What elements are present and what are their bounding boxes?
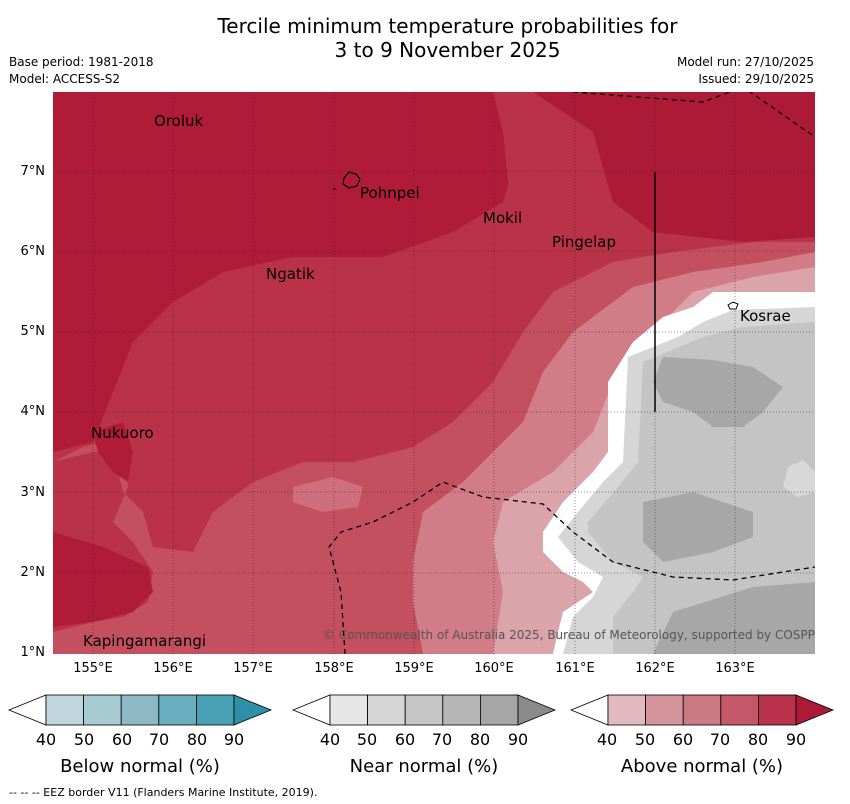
map-title: Tercile minimum temperature probabilitie… bbox=[0, 14, 850, 62]
region-near-80-a bbox=[653, 357, 783, 427]
tick-below: 40 bbox=[35, 730, 57, 749]
tick-below: 70 bbox=[148, 730, 170, 749]
colorbar-segment bbox=[479, 694, 519, 726]
pohnpei-islet bbox=[332, 187, 337, 191]
probability-map bbox=[53, 92, 815, 654]
graticule bbox=[53, 92, 815, 654]
place-kosrae: Kosrae bbox=[740, 307, 791, 325]
tick-above: 90 bbox=[785, 730, 807, 749]
above-normal-label: Above normal (%) bbox=[620, 756, 784, 777]
region-above-60-blob bbox=[293, 477, 363, 512]
place-nukuoro: Nukuoro bbox=[91, 424, 154, 442]
lat-label: 6°N bbox=[20, 244, 46, 259]
lon-label: 162°E bbox=[635, 661, 675, 676]
eez-border bbox=[328, 92, 815, 654]
colorbar-segment bbox=[45, 694, 84, 726]
colorbar-near bbox=[291, 694, 557, 726]
tick-below: 50 bbox=[73, 730, 95, 749]
eez-footnote: -- -- -- EEZ border V11 (Flanders Marine… bbox=[9, 786, 318, 799]
lat-label: 2°N bbox=[20, 565, 46, 580]
map-area: Oroluk Pohnpei Mokil Pingelap Ngatik Kos… bbox=[53, 92, 815, 654]
colorbar-segment bbox=[607, 694, 646, 726]
tick-above: 80 bbox=[747, 730, 769, 749]
pohnpei-island bbox=[342, 171, 361, 189]
near-normal-label: Near normal (%) bbox=[349, 756, 499, 777]
tick-above: 60 bbox=[672, 730, 694, 749]
region-above-90-ne bbox=[533, 92, 815, 242]
place-pohnpei: Pohnpei bbox=[360, 184, 420, 202]
title-line-1: Tercile minimum temperature probabilitie… bbox=[217, 14, 678, 38]
model-name: Model: ACCESS-S2 bbox=[9, 72, 121, 86]
region-near-60-spot bbox=[783, 460, 815, 497]
colorbar-segment bbox=[645, 694, 684, 726]
lon-label: 161°E bbox=[555, 661, 595, 676]
region-above-90-nukuoro bbox=[93, 422, 133, 482]
lon-label: 163°E bbox=[715, 661, 755, 676]
tick-above: 40 bbox=[596, 730, 618, 749]
colorbar-segment bbox=[329, 694, 368, 726]
colorbar-segment bbox=[720, 694, 759, 726]
colorbar-segment bbox=[404, 694, 444, 726]
colorbar-segment bbox=[83, 694, 122, 726]
tick-near: 80 bbox=[469, 730, 491, 749]
meta-left: Base period: 1981-2018 Model: ACCESS-S2 bbox=[9, 54, 154, 88]
lat-label: 1°N bbox=[20, 645, 46, 660]
colorbar-min-arrow bbox=[569, 694, 609, 726]
lon-label: 155°E bbox=[73, 661, 113, 676]
lon-label: 160°E bbox=[474, 661, 514, 676]
region-above-90-sw bbox=[53, 532, 153, 627]
colorbar-above bbox=[569, 694, 835, 726]
base-period: Base period: 1981-2018 bbox=[9, 55, 154, 69]
lat-label: 3°N bbox=[20, 485, 46, 500]
colorbar-segment bbox=[682, 694, 722, 726]
place-oroluk: Oroluk bbox=[154, 112, 204, 130]
colorbar-min-arrow bbox=[291, 694, 331, 726]
tick-near: 60 bbox=[394, 730, 416, 749]
colorbar-segment bbox=[158, 694, 197, 726]
colorbar-min-arrow bbox=[7, 694, 47, 726]
lat-label: 4°N bbox=[20, 404, 46, 419]
model-run: Model run: 27/10/2025 bbox=[676, 55, 814, 69]
colorbar-segment bbox=[195, 694, 235, 726]
kosrae-island bbox=[727, 301, 739, 310]
colorbar-max-arrow bbox=[233, 694, 273, 726]
tick-near: 90 bbox=[507, 730, 529, 749]
colorbar-segment bbox=[758, 694, 797, 726]
place-pingelap: Pingelap bbox=[552, 233, 617, 251]
colorbar-max-arrow bbox=[795, 694, 835, 726]
lon-label: 158°E bbox=[314, 661, 354, 676]
title-line-2: 3 to 9 November 2025 bbox=[334, 38, 561, 62]
meta-right: Model run: 27/10/2025 Issued: 29/10/2025 bbox=[677, 54, 814, 88]
tick-near: 70 bbox=[431, 730, 453, 749]
issued-date: Issued: 29/10/2025 bbox=[698, 72, 814, 86]
tick-near: 50 bbox=[356, 730, 378, 749]
tick-above: 70 bbox=[709, 730, 731, 749]
lon-label: 159°E bbox=[394, 661, 434, 676]
colorbar-below bbox=[7, 694, 273, 726]
place-ngatik: Ngatik bbox=[266, 265, 315, 283]
region-near-80-c bbox=[653, 582, 815, 654]
region-near-80-b bbox=[643, 492, 753, 562]
lon-label: 157°E bbox=[233, 661, 273, 676]
tick-below: 90 bbox=[223, 730, 245, 749]
colorbar-segment bbox=[367, 694, 406, 726]
place-kapingamarangi: Kapingamarangi bbox=[83, 632, 207, 650]
tick-above: 50 bbox=[634, 730, 656, 749]
tick-below: 60 bbox=[111, 730, 133, 749]
colorbars bbox=[7, 694, 835, 726]
copyright-notice: © Commonwealth of Australia 2025, Bureau… bbox=[323, 628, 815, 642]
colorbar-segment bbox=[442, 694, 481, 726]
colorbar-segment bbox=[120, 694, 160, 726]
lon-label: 156°E bbox=[153, 661, 193, 676]
tick-below: 80 bbox=[186, 730, 208, 749]
lat-label: 5°N bbox=[20, 324, 46, 339]
tick-near: 40 bbox=[319, 730, 341, 749]
colorbar-max-arrow bbox=[517, 694, 557, 726]
lat-label: 7°N bbox=[20, 164, 46, 179]
place-mokil: Mokil bbox=[483, 209, 523, 227]
below-normal-label: Below normal (%) bbox=[60, 756, 220, 777]
